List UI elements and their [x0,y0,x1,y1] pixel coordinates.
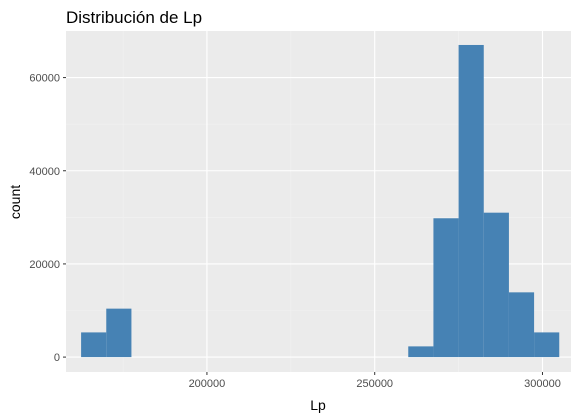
y-tick-label: 20000 [29,259,60,271]
histogram-bar [458,44,484,358]
y-tick-label: 60000 [29,73,60,85]
y-tick-label: 40000 [29,166,60,178]
chart-title: Distribución de Lp [66,8,202,27]
histogram-bar [408,346,434,358]
y-axis: 0 20000 40000 60000 [29,73,66,364]
histogram-bar [483,212,509,358]
x-tick-label: 200000 [189,378,226,390]
x-tick-label: 250000 [356,378,393,390]
histogram-bar [534,332,560,358]
histogram-bar [433,218,459,358]
y-axis-title: count [7,185,23,219]
x-axis-title: Lp [310,397,326,413]
histogram-bar [81,332,107,358]
histogram-bars [81,44,560,358]
y-tick-label: 0 [54,352,60,364]
histogram-bar [106,308,132,358]
x-tick-label: 300000 [524,378,561,390]
x-axis: 200000 250000 300000 [189,372,561,390]
histogram-bar [508,292,535,358]
